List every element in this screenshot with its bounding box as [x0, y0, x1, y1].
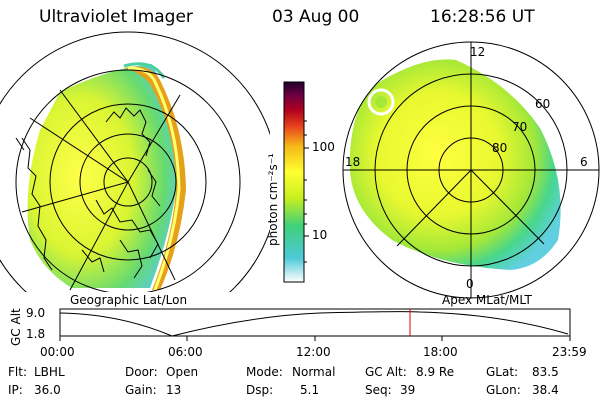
header-time: 16:28:56 UT: [430, 7, 535, 27]
info-glon-label: GLon:: [486, 383, 521, 397]
info-ip-value: 36.0: [34, 383, 61, 397]
info-flt-value: LBHL: [34, 365, 65, 379]
time-tick-1200: 12:00: [296, 345, 331, 359]
info-seq-label: Seq:: [365, 383, 392, 397]
info-gcalt-value: 8.9 Re: [416, 365, 455, 379]
colorbar-tick-10: 10: [312, 228, 328, 242]
auroral-oval: [349, 59, 561, 270]
mlt-label-12: 12: [470, 45, 486, 59]
altitude-ylabel: GC Alt: [9, 308, 23, 346]
mlat-label-70: 70: [512, 120, 528, 134]
mlt-label-0: 0: [466, 277, 474, 291]
altitude-ytick-low: 1.8: [26, 327, 46, 341]
mlat-label-80: 80: [492, 141, 508, 155]
info-mode-label: Mode:: [246, 365, 283, 379]
info-door-label: Door:: [125, 365, 158, 379]
time-tick-0600: 06:00: [168, 345, 203, 359]
info-gain-value: 13: [166, 383, 182, 397]
mlt-label-18: 18: [345, 155, 361, 169]
time-tick-0000: 00:00: [40, 345, 75, 359]
app-title: Ultraviolet Imager: [39, 7, 193, 27]
altitude-curve: [59, 311, 569, 337]
time-tick-1800: 18:00: [423, 345, 458, 359]
info-dsp-value: 5.1: [300, 383, 320, 397]
info-flt-label: Flt:: [8, 365, 27, 379]
info-gain-label: Gain:: [125, 383, 157, 397]
geographic-map: [0, 31, 270, 292]
time-tick-2359: 23:59: [552, 345, 587, 359]
header-date: 03 Aug 00: [272, 7, 360, 27]
info-glat-value: 83.5: [532, 365, 559, 379]
info-glon-value: 38.4: [532, 383, 559, 397]
info-mode-value: Normal: [292, 365, 336, 379]
apex-polar-plot: [342, 41, 600, 299]
colorbar-tick-100: 100: [312, 140, 335, 154]
colorbar-label: photon cm⁻²s⁻¹: [266, 153, 280, 246]
info-gcalt-label: GC Alt:: [365, 365, 407, 379]
altitude-ytick-high: 9.0: [26, 306, 46, 320]
info-seq-value: 39: [400, 383, 416, 397]
info-glat-label: GLat:: [486, 365, 519, 379]
mlt-label-6: 6: [580, 155, 588, 169]
info-dsp-label: Dsp:: [246, 383, 274, 397]
colorbar: [283, 81, 305, 283]
left-panel-caption: Geographic Lat/Lon: [70, 293, 188, 307]
altitude-plot: [59, 308, 571, 341]
info-ip-label: IP:: [8, 383, 23, 397]
right-panel-caption: Apex MLat/MLT: [442, 293, 532, 307]
info-door-value: Open: [166, 365, 199, 379]
mlat-label-60: 60: [535, 97, 551, 111]
